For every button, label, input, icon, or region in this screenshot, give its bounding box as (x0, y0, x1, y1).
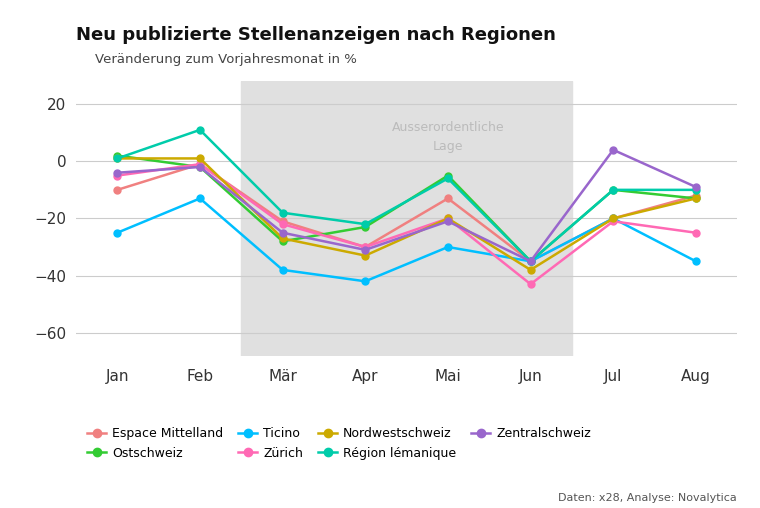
Legend: Espace Mittelland, Ostschweiz, Ticino, Zürich, Nordwestschweiz, Région lémanique: Espace Mittelland, Ostschweiz, Ticino, Z… (82, 422, 596, 464)
Text: Neu publizierte Stellenanzeigen nach Regionen: Neu publizierte Stellenanzeigen nach Reg… (76, 25, 556, 44)
Text: Veränderung zum Vorjahresmonat in %: Veränderung zum Vorjahresmonat in % (95, 53, 357, 67)
Bar (241, 81, 572, 356)
Text: Daten: x28, Analyse: Novalytica: Daten: x28, Analyse: Novalytica (559, 493, 737, 503)
Text: Ausserordentliche
Lage: Ausserordentliche Lage (391, 121, 504, 153)
